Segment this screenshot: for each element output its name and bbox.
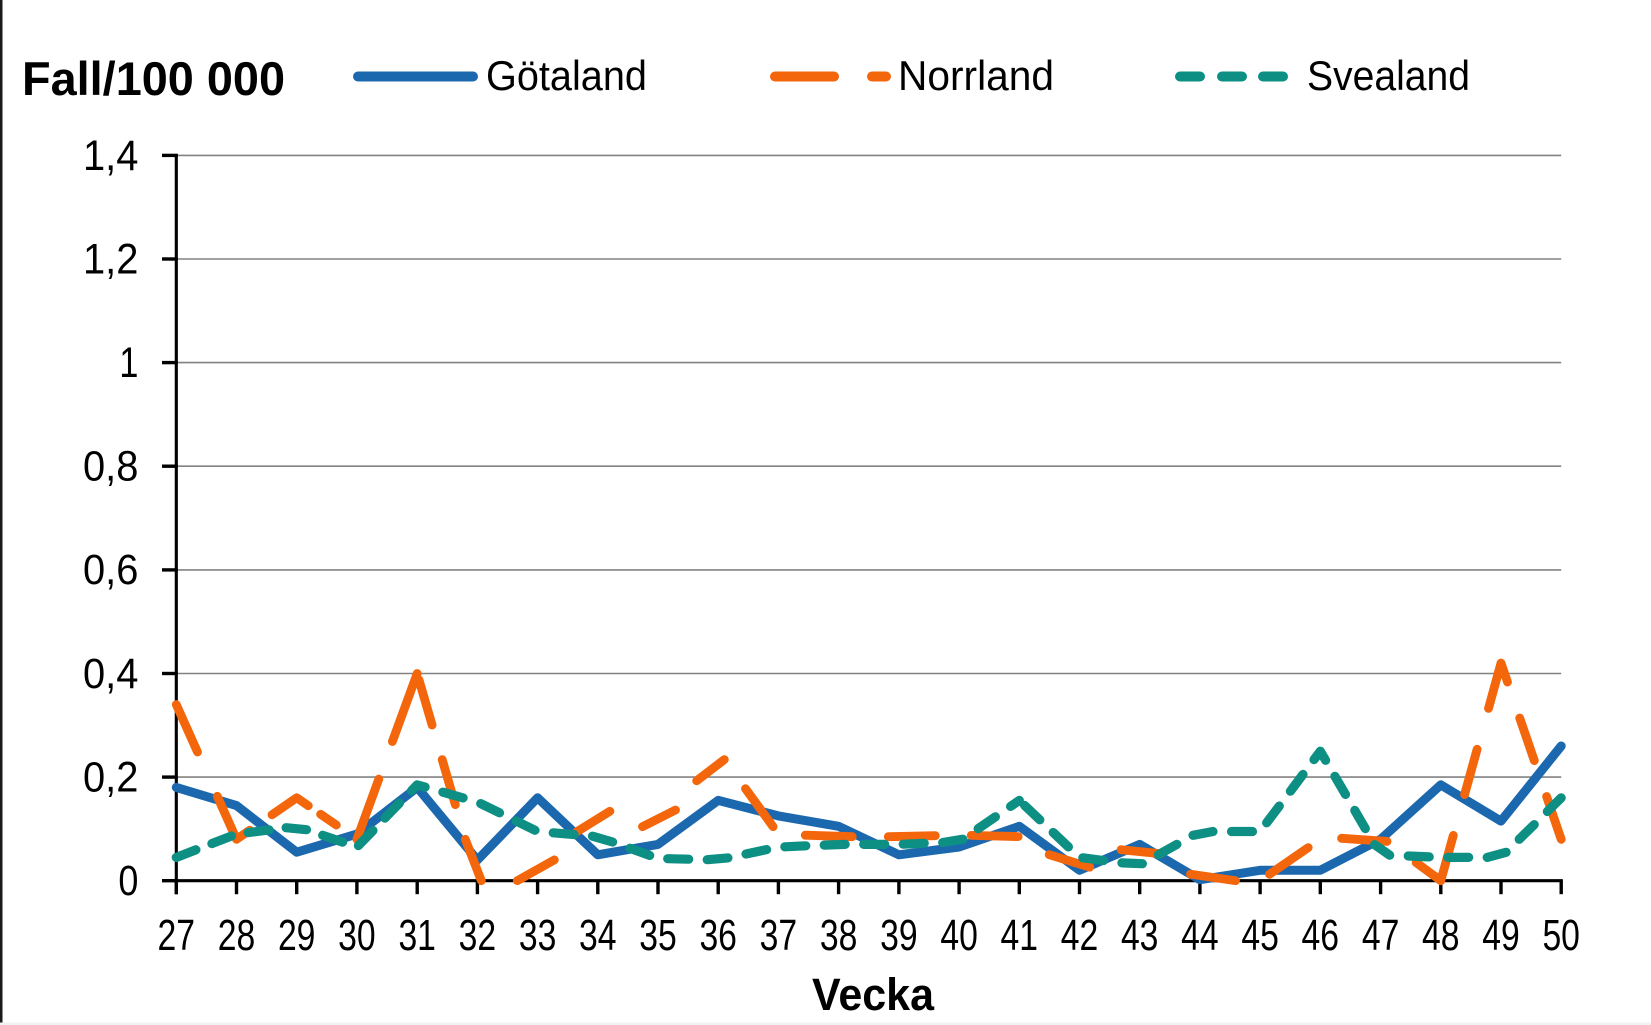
- svg-text:1,4: 1,4: [83, 133, 138, 180]
- svg-text:30: 30: [338, 911, 376, 960]
- svg-text:27: 27: [158, 911, 196, 960]
- svg-text:Norrland: Norrland: [898, 52, 1054, 99]
- svg-text:Svealand: Svealand: [1307, 52, 1470, 99]
- svg-text:37: 37: [760, 911, 798, 960]
- svg-text:49: 49: [1482, 911, 1520, 960]
- svg-text:46: 46: [1302, 911, 1340, 960]
- svg-text:45: 45: [1241, 911, 1279, 960]
- svg-text:41: 41: [1001, 911, 1039, 960]
- svg-text:38: 38: [820, 911, 858, 960]
- svg-text:34: 34: [579, 911, 617, 960]
- svg-text:32: 32: [459, 911, 497, 960]
- svg-text:0,2: 0,2: [83, 754, 138, 801]
- svg-text:33: 33: [519, 911, 557, 960]
- svg-text:47: 47: [1362, 911, 1400, 960]
- svg-text:50: 50: [1542, 911, 1580, 960]
- svg-text:39: 39: [880, 911, 918, 960]
- svg-text:0,8: 0,8: [83, 444, 138, 491]
- svg-text:Götaland: Götaland: [486, 52, 647, 99]
- svg-text:28: 28: [218, 911, 256, 960]
- svg-text:0: 0: [118, 858, 138, 905]
- svg-text:44: 44: [1181, 911, 1219, 960]
- svg-text:36: 36: [699, 911, 737, 960]
- svg-text:0,6: 0,6: [83, 547, 138, 594]
- svg-text:40: 40: [940, 911, 978, 960]
- svg-text:42: 42: [1061, 911, 1099, 960]
- svg-text:0,4: 0,4: [83, 651, 138, 698]
- svg-text:35: 35: [639, 911, 677, 960]
- svg-text:48: 48: [1422, 911, 1460, 960]
- svg-text:31: 31: [398, 911, 436, 960]
- svg-text:43: 43: [1121, 911, 1159, 960]
- svg-text:29: 29: [278, 911, 316, 960]
- svg-text:Fall/100 000: Fall/100 000: [22, 52, 285, 105]
- svg-text:1: 1: [119, 340, 138, 387]
- svg-text:Vecka: Vecka: [812, 969, 935, 1020]
- svg-text:1,2: 1,2: [83, 236, 138, 283]
